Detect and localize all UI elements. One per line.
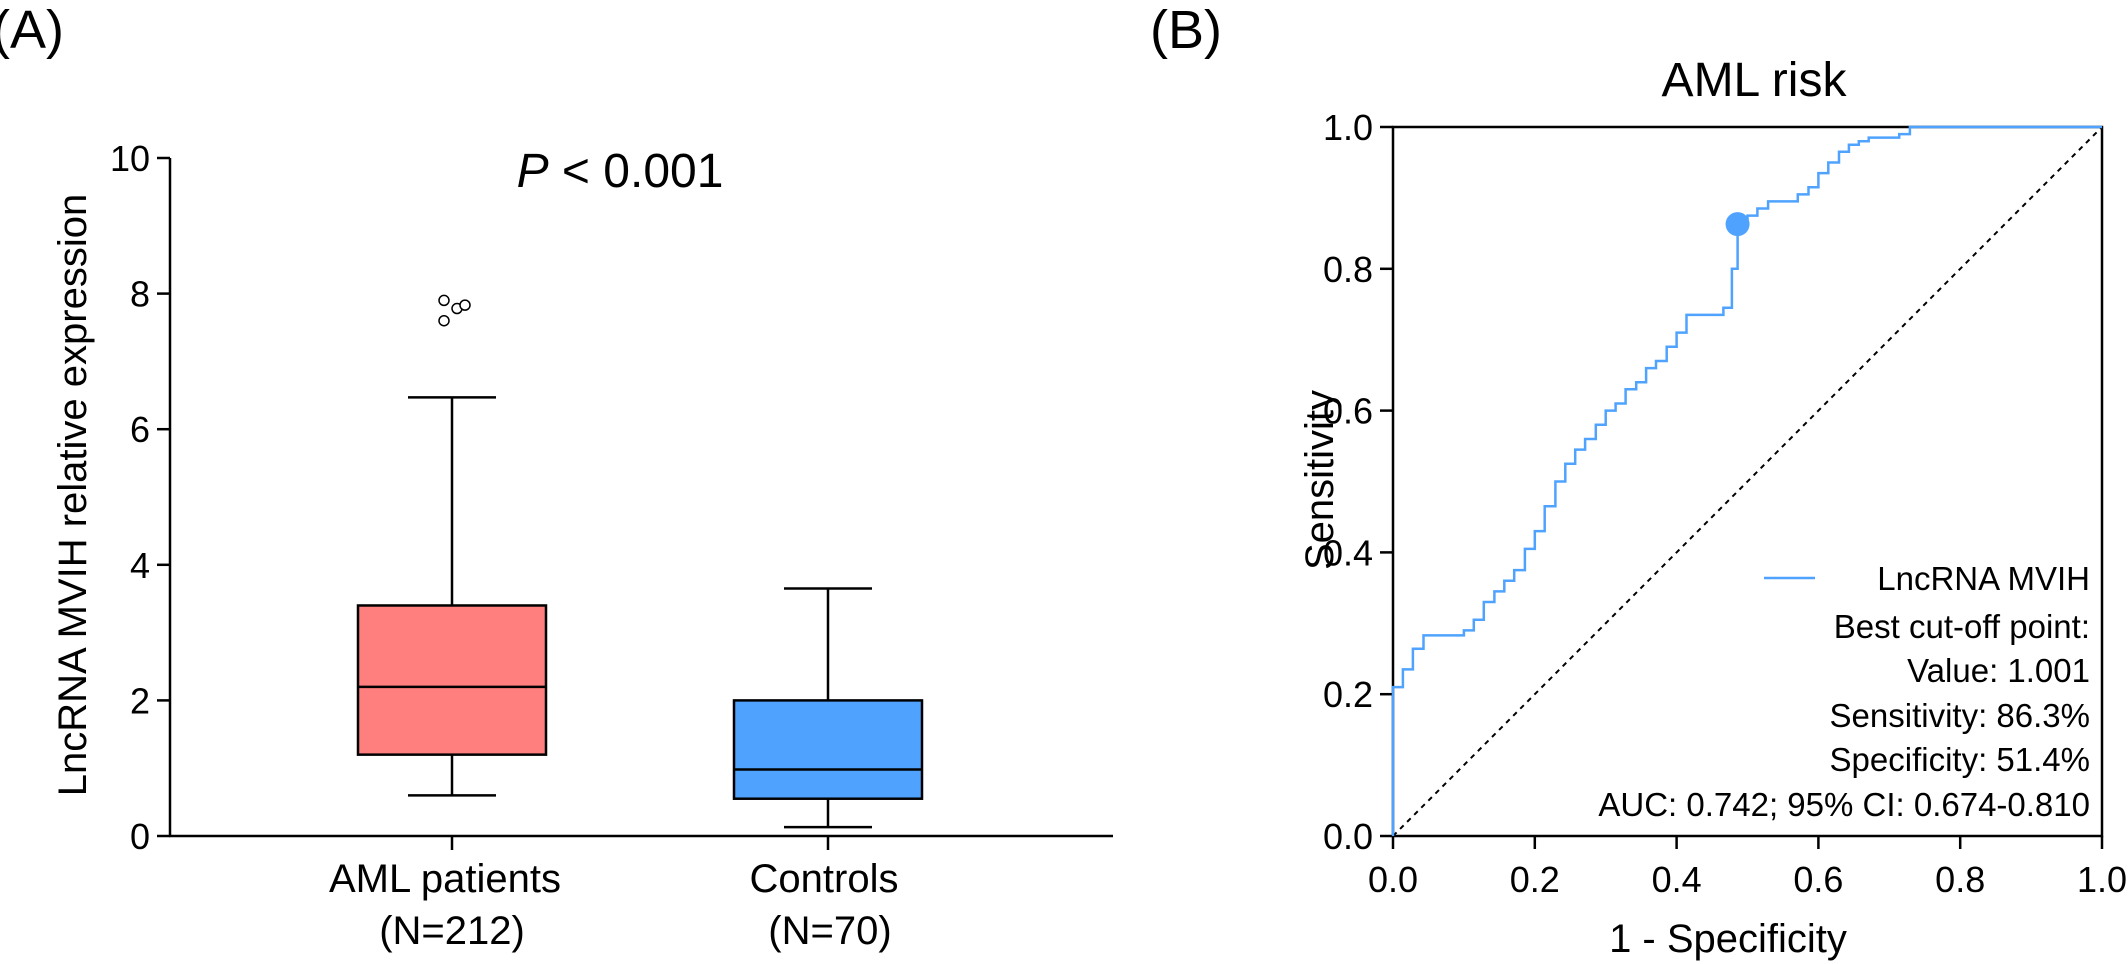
panel-a-y-tick-label-1: 2: [130, 680, 150, 721]
panel-a-y-tick-label-2: 4: [130, 545, 150, 586]
panel-b-y-ticks: 0.0 0.2 0.4 0.6 0.8 1.0: [1323, 107, 1393, 857]
box-aml-patients-iqr: [356, 604, 548, 756]
annotation-best-cutoff-heading: Best cut-off point:: [1834, 608, 2090, 645]
outlier-point: [459, 299, 471, 311]
panel-b: (B) AML risk 0.00.20.40.60.81.0 0.0 0.2 0.…: [1150, 0, 2127, 961]
panel-b-y-tick-label-3: 0.6: [1323, 391, 1373, 432]
n-label-controls: (N=70): [768, 909, 891, 953]
panel-a-y-tick-label-3: 6: [130, 409, 150, 450]
panel-b-y-tick-label-0: 0.0: [1323, 816, 1373, 857]
category-label-aml-patients: AML patients: [329, 857, 561, 901]
panel-b-y-tick-label-2: 0.4: [1323, 532, 1373, 573]
annotation-cutoff-value: Value: 1.001: [1907, 652, 2090, 689]
category-label-controls: Controls: [750, 857, 899, 901]
box-aml-patients: [356, 294, 548, 797]
panel-b-x-tick-label-5: 1.0: [2077, 859, 2127, 900]
panel-b-ylabel: Sensitivity: [1298, 390, 1342, 570]
p-value-rest: < 0.001: [549, 145, 724, 198]
best-cutoff-point-marker: [1725, 212, 1750, 237]
panel-b-xlabel: 1 - Specificity: [1609, 917, 1847, 961]
panel-b-x-tick-label-3: 0.6: [1793, 859, 1843, 900]
panel-b-y-tick-label-1: 0.2: [1323, 674, 1373, 715]
panel-a-y-tick-label-5: 10: [110, 138, 150, 179]
panel-a-label: (A): [0, 0, 64, 60]
panel-a-ylabel: LncRNA MVIH relative expression: [51, 194, 95, 796]
legend: LncRNA MVIH Best cut-off point: Value: 1…: [1598, 560, 2090, 823]
n-label-aml-patients: (N=212): [379, 909, 525, 953]
panel-b-label: (B): [1150, 0, 1222, 60]
outlier-point: [438, 314, 450, 327]
panel-a-y-tick-label-0: 0: [130, 816, 150, 857]
panel-a: (A) LncRNA MVIH relative expression P < …: [0, 0, 1113, 953]
panel-a-y-ticks: 0 2 4 6 8 10: [110, 138, 170, 857]
panel-b-x-tick-label-2: 0.4: [1652, 859, 1702, 900]
box-aml-patients-outliers: [438, 294, 471, 327]
annotation-specificity: Specificity: 51.4%: [1830, 741, 2090, 778]
panel-b-plot-frame: [1391, 125, 2104, 838]
panel-b-title: AML risk: [1662, 54, 1848, 107]
panel-b-x-ticks: 0.0 0.2 0.4 0.6 0.8 1.0: [1368, 836, 2127, 900]
p-value-annotation: P < 0.001: [517, 145, 724, 198]
p-value-italic: P: [517, 145, 549, 198]
panel-b-x-tick-label-0: 0.0: [1368, 859, 1418, 900]
reference-diagonal: [1392, 126, 2103, 837]
panel-b-y-tick-label-4: 0.8: [1323, 249, 1373, 290]
panel-a-y-tick-label-4: 8: [130, 274, 150, 315]
outlier-point: [438, 294, 450, 307]
panel-b-x-tick-label-1: 0.2: [1510, 859, 1560, 900]
box-controls-iqr: [732, 699, 924, 800]
legend-label-lncrna-mvih: LncRNA MVIH: [1877, 560, 2090, 597]
panel-b-y-tick-label-5: 1.0: [1323, 107, 1373, 148]
box-controls: [732, 587, 924, 829]
annotation-sensitivity: Sensitivity: 86.3%: [1830, 697, 2090, 734]
annotation-auc: AUC: 0.742; 95% CI: 0.674-0.810: [1598, 786, 2090, 823]
panel-b-x-tick-label-4: 0.8: [1935, 859, 1985, 900]
roc-curve-lncrna-mvih: [1391, 125, 2102, 836]
